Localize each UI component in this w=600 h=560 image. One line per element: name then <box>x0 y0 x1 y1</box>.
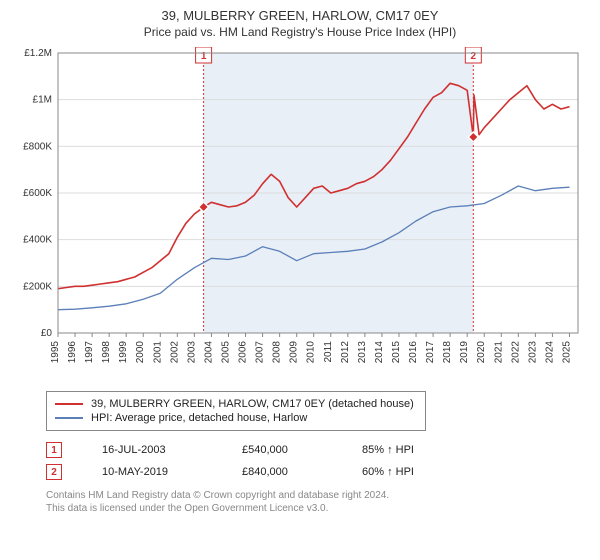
legend-swatch <box>55 417 83 419</box>
marker-row: 2 10-MAY-2019 £840,000 60% ↑ HPI <box>46 461 590 483</box>
marker-pct: 85% ↑ HPI <box>362 444 462 456</box>
marker-badge: 2 <box>46 464 62 480</box>
legend-label: 39, MULBERRY GREEN, HARLOW, CM17 0EY (de… <box>91 398 414 410</box>
svg-text:2011: 2011 <box>323 341 334 363</box>
svg-text:£200K: £200K <box>23 281 52 292</box>
svg-text:2024: 2024 <box>544 341 555 364</box>
page-root: 39, MULBERRY GREEN, HARLOW, CM17 0EY Pri… <box>0 0 600 560</box>
svg-text:2002: 2002 <box>169 341 180 364</box>
legend-label: HPI: Average price, detached house, Harl… <box>91 412 307 424</box>
chart-subtitle: Price paid vs. HM Land Registry's House … <box>10 25 590 39</box>
marker-date: 16-JUL-2003 <box>102 444 202 456</box>
svg-text:£1M: £1M <box>33 95 52 106</box>
svg-text:2020: 2020 <box>476 341 487 364</box>
marker-table: 1 16-JUL-2003 £540,000 85% ↑ HPI 2 10-MA… <box>46 439 590 483</box>
svg-text:2007: 2007 <box>255 341 266 364</box>
svg-text:2004: 2004 <box>203 341 214 364</box>
svg-text:£800K: £800K <box>23 141 52 152</box>
svg-text:2006: 2006 <box>238 341 249 364</box>
svg-text:2014: 2014 <box>374 341 385 364</box>
svg-text:2000: 2000 <box>135 341 146 364</box>
svg-text:2015: 2015 <box>391 341 402 364</box>
marker-date: 10-MAY-2019 <box>102 466 202 478</box>
svg-text:2008: 2008 <box>272 341 283 364</box>
svg-text:2001: 2001 <box>152 341 163 364</box>
svg-text:1996: 1996 <box>67 341 78 364</box>
footer: Contains HM Land Registry data © Crown c… <box>46 489 590 515</box>
svg-text:2018: 2018 <box>442 341 453 364</box>
marker-price: £840,000 <box>242 466 322 478</box>
svg-text:2023: 2023 <box>527 341 538 364</box>
footer-line: This data is licensed under the Open Gov… <box>46 502 590 515</box>
svg-text:2019: 2019 <box>459 341 470 364</box>
line-chart: £0 £200K £400K £600K £800K £1M £1.2M 1995 1996 19… <box>10 47 590 377</box>
legend-swatch <box>55 403 83 405</box>
chart-area: £0 £200K £400K £600K £800K £1M £1.2M 1995 1996 19… <box>10 47 590 377</box>
chart-title: 39, MULBERRY GREEN, HARLOW, CM17 0EY <box>10 8 590 23</box>
svg-text:2021: 2021 <box>493 341 504 364</box>
svg-text:1999: 1999 <box>118 341 129 364</box>
marker-badge: 1 <box>46 442 62 458</box>
svg-text:£600K: £600K <box>23 188 52 199</box>
svg-text:2016: 2016 <box>408 341 419 364</box>
marker-price: £540,000 <box>242 444 322 456</box>
svg-text:2012: 2012 <box>340 341 351 364</box>
svg-text:2022: 2022 <box>510 341 521 364</box>
svg-text:1998: 1998 <box>101 341 112 364</box>
svg-text:1995: 1995 <box>50 341 61 364</box>
svg-text:2010: 2010 <box>306 341 317 364</box>
svg-text:2005: 2005 <box>220 341 231 364</box>
legend-item: 39, MULBERRY GREEN, HARLOW, CM17 0EY (de… <box>55 397 417 411</box>
legend-item: HPI: Average price, detached house, Harl… <box>55 411 417 425</box>
marker-pct: 60% ↑ HPI <box>362 466 462 478</box>
svg-text:2017: 2017 <box>425 341 436 364</box>
svg-text:2025: 2025 <box>561 341 572 364</box>
marker-row: 1 16-JUL-2003 £540,000 85% ↑ HPI <box>46 439 590 461</box>
svg-text:£400K: £400K <box>23 235 52 246</box>
svg-text:2009: 2009 <box>289 341 300 364</box>
svg-text:£1.2M: £1.2M <box>24 48 52 59</box>
legend: 39, MULBERRY GREEN, HARLOW, CM17 0EY (de… <box>46 391 426 431</box>
svg-text:£0: £0 <box>41 328 53 339</box>
svg-text:2013: 2013 <box>357 341 368 364</box>
footer-line: Contains HM Land Registry data © Crown c… <box>46 489 590 502</box>
svg-text:2003: 2003 <box>186 341 197 364</box>
svg-text:1997: 1997 <box>84 341 95 364</box>
